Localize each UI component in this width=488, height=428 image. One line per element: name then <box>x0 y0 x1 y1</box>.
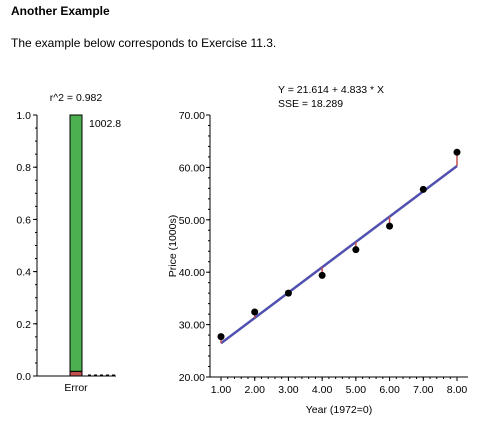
reg-x-tick-label: 4.00 <box>312 384 333 396</box>
reg-y-tick-label: 40.00 <box>179 267 205 279</box>
reg-y-tick-label: 70.00 <box>179 110 205 122</box>
reg-equation-title: Y = 21.614 + 4.833 * X <box>278 84 384 96</box>
r2-y-tick-label: 0.4 <box>16 267 31 279</box>
reg-y-tick-label: 50.00 <box>179 215 205 227</box>
reg-y-tick-label: 20.00 <box>179 372 205 384</box>
r2-y-tick-label: 0.2 <box>16 319 31 331</box>
r2-y-tick-label: 0.0 <box>16 371 31 383</box>
reg-x-axis-label: Year (1972=0) <box>306 404 372 416</box>
reg-y-tick-label: 30.00 <box>179 320 205 332</box>
reg-data-point <box>352 246 360 254</box>
reg-y-axis-label: Price (1000s) <box>167 215 179 277</box>
reg-x-tick-label: 6.00 <box>379 384 400 396</box>
r2-category-label: Error <box>64 382 88 394</box>
reg-x-tick-label: 1.00 <box>211 384 232 396</box>
reg-data-point <box>386 222 394 230</box>
reg-data-point <box>217 333 225 341</box>
r2-bar-explained <box>69 114 83 372</box>
reg-data-point <box>251 308 259 316</box>
reg-data-point <box>453 148 461 156</box>
reg-sse-subtitle: SSE = 18.289 <box>278 98 343 110</box>
section-heading: Another Example <box>11 4 110 18</box>
r2-bar-error <box>69 370 83 377</box>
intro-text: The example below corresponds to Exercis… <box>11 36 277 50</box>
reg-data-point <box>318 271 326 279</box>
r2-y-tick-label: 0.6 <box>16 214 31 226</box>
reg-y-tick-label: 60.00 <box>179 162 205 174</box>
reg-data-point <box>284 289 292 297</box>
reg-data-point <box>419 185 427 193</box>
r2-bar-annotation: 1002.8 <box>89 118 121 130</box>
r2-chart-title: r^2 = 0.982 <box>50 92 103 104</box>
r2-y-tick-label: 1.0 <box>16 110 31 122</box>
reg-x-tick-label: 3.00 <box>278 384 299 396</box>
reg-fit-line <box>220 164 458 345</box>
reg-x-tick-label: 8.00 <box>447 384 468 396</box>
r2-y-tick-label: 0.8 <box>16 162 31 174</box>
reg-x-tick-label: 2.00 <box>244 384 265 396</box>
reg-x-tick-label: 5.00 <box>346 384 367 396</box>
reg-x-tick-label: 7.00 <box>413 384 434 396</box>
